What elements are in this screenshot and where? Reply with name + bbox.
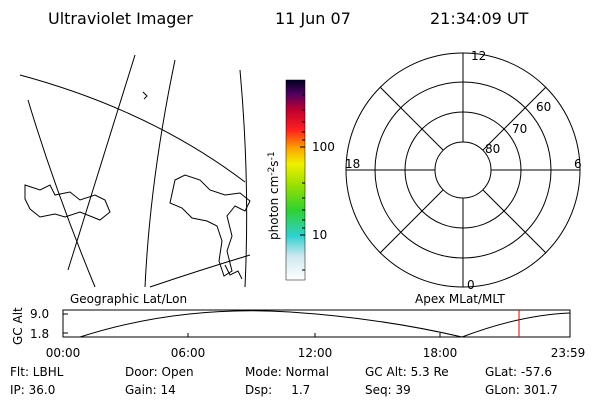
time-tick: 12:00 [298, 346, 333, 360]
mlt-label: 0 [467, 278, 475, 292]
title: Ultraviolet Imager [48, 9, 193, 28]
label-part: -2 [267, 167, 277, 176]
info-field: Seq: 39 [365, 383, 411, 397]
colorbar [285, 79, 306, 281]
panel-label: Apex MLat/MLT [415, 292, 505, 306]
label-part: photon cm [267, 176, 281, 240]
info-field: GC Alt: 5.3 Re [365, 365, 449, 379]
lat-label: 60 [536, 100, 551, 114]
altitude-axis-label: GC Alt [11, 307, 25, 345]
altitude-plot [62, 309, 571, 338]
colorbar-ticks [300, 94, 305, 271]
mlt-label: 6 [574, 157, 582, 171]
info-field: GLat: -57.6 [485, 365, 552, 379]
colorbar-label: photon cm-2s-1 [267, 151, 281, 240]
time-tick: 00:00 [46, 346, 81, 360]
info-field: GLon: 301.7 [485, 383, 558, 397]
altitude-ytick: 9.0 [30, 307, 49, 321]
time-tick: 06:00 [171, 346, 206, 360]
polar-grid [345, 52, 581, 288]
label-part: -1 [267, 151, 277, 160]
label-part: s [267, 160, 281, 166]
info-field: Gain: 14 [125, 383, 176, 397]
time-tick: 23:59 [551, 346, 586, 360]
colorbar-tick: 100 [312, 140, 335, 154]
altitude-ytick: 1.8 [30, 327, 49, 341]
panel-label: Geographic Lat/Lon [70, 292, 187, 306]
lat-label: 80 [485, 142, 500, 156]
date: 11 Jun 07 [275, 9, 351, 28]
info-block: Flt: LBHL Door: Open Mode: Normal GC Alt: 5… [10, 365, 558, 397]
info-field: Dsp: 1.7 [245, 383, 310, 397]
info-field: Mode: Normal [245, 365, 329, 379]
geographic-map [19, 54, 251, 288]
info-field: IP: 36.0 [10, 383, 55, 397]
time: 21:34:09 UT [430, 9, 529, 28]
info-field: Door: Open [125, 365, 194, 379]
info-field: Flt: LBHL [10, 365, 64, 379]
mlt-label: 12 [471, 49, 486, 63]
mlt-label: 18 [345, 157, 360, 171]
lat-label: 70 [512, 122, 527, 136]
colorbar-tick: 10 [312, 228, 327, 242]
time-tick: 18:00 [423, 346, 458, 360]
